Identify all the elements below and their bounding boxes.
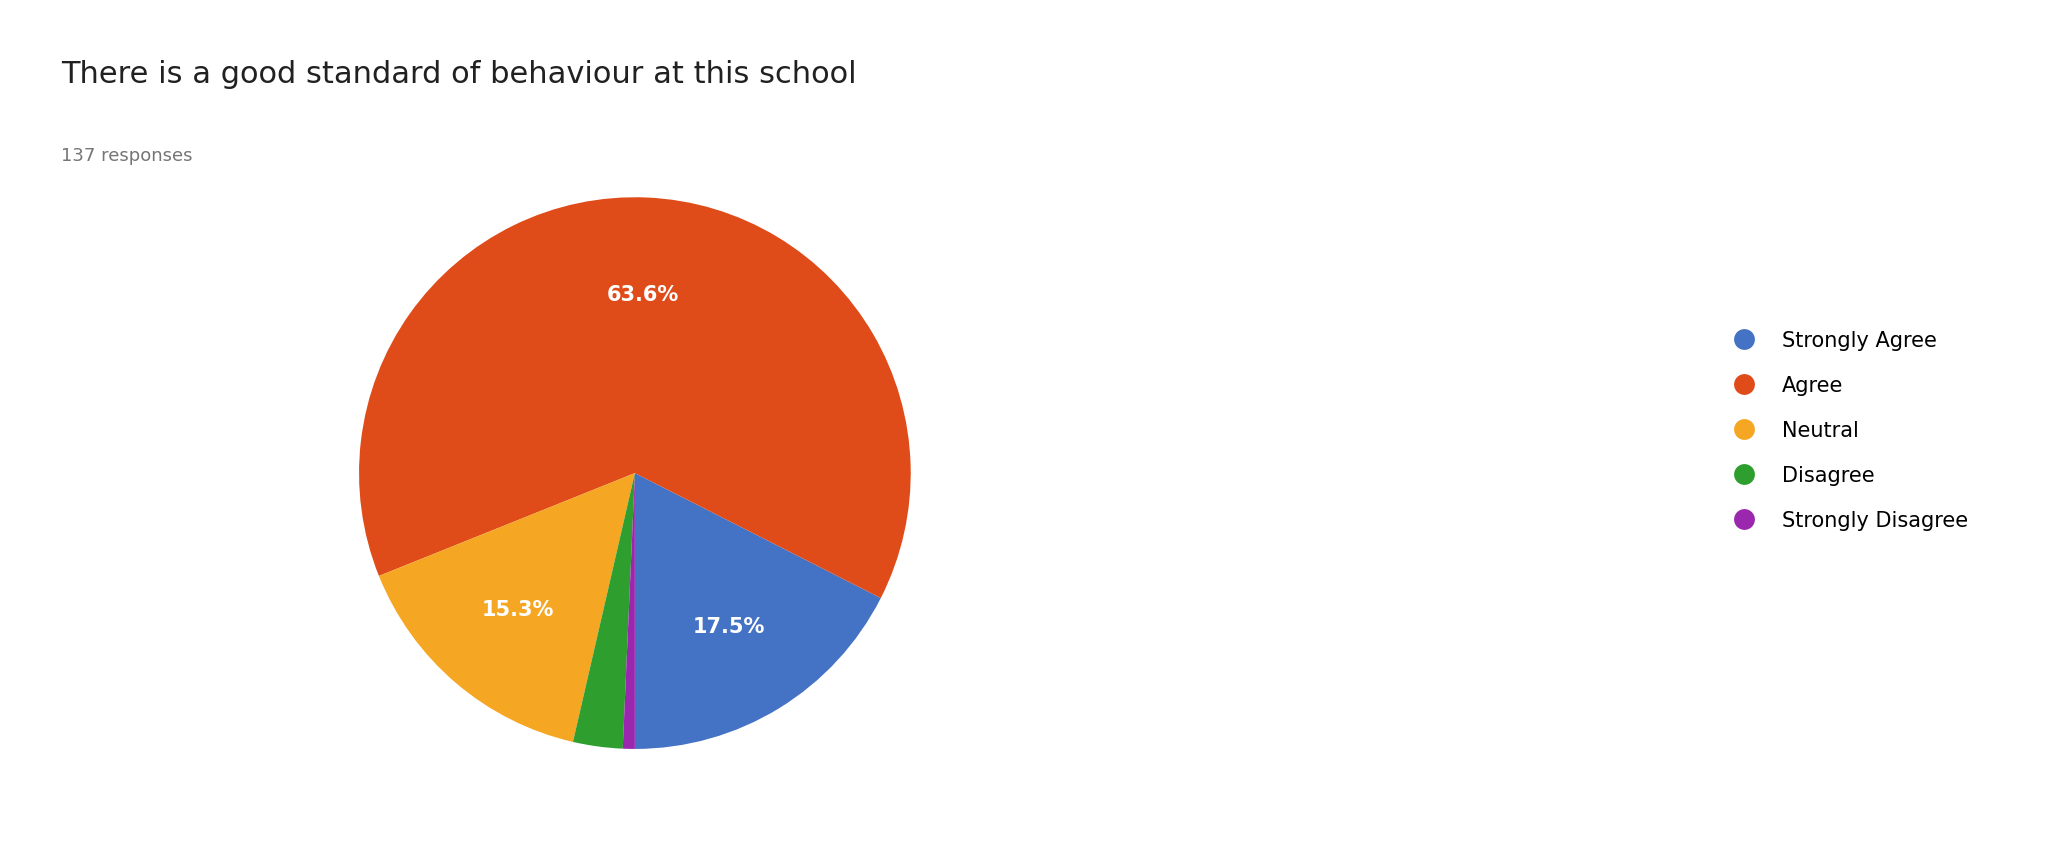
Legend: Strongly Agree, Agree, Neutral, Disagree, Strongly Disagree: Strongly Agree, Agree, Neutral, Disagree…	[1714, 322, 1976, 539]
Wedge shape	[358, 198, 911, 598]
Text: There is a good standard of behaviour at this school: There is a good standard of behaviour at…	[61, 60, 856, 90]
Text: 137 responses: 137 responses	[61, 146, 193, 164]
Text: 63.6%: 63.6%	[606, 285, 678, 305]
Text: 15.3%: 15.3%	[481, 599, 555, 620]
Text: 17.5%: 17.5%	[692, 616, 764, 636]
Wedge shape	[635, 474, 881, 749]
Wedge shape	[623, 474, 635, 749]
Wedge shape	[573, 474, 635, 749]
Wedge shape	[379, 474, 635, 742]
